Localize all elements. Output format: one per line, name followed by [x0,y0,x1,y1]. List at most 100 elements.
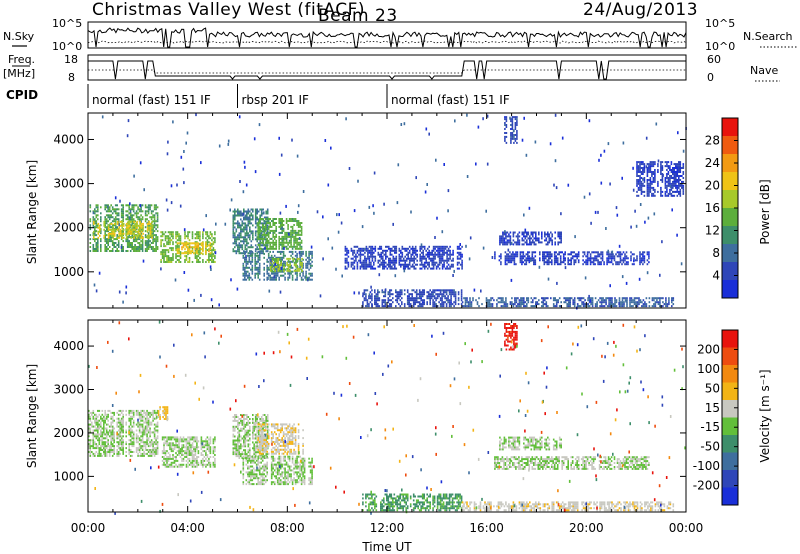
heatmap-cell [97,427,99,430]
heatmap-cell [252,232,254,235]
heatmap-cell [449,245,451,248]
heatmap-cell [140,234,143,237]
heatmap-cell [240,214,242,217]
heatmap-cell [510,241,513,245]
heatmap-cell [164,249,167,252]
heatmap-cell [554,305,556,308]
heatmap-cell [657,297,660,300]
heatmap-cell [509,231,512,234]
heatmap-cell [582,297,585,300]
heatmap-cell [194,248,197,251]
heatmap-cell [682,163,685,166]
heatmap-cell [640,190,643,193]
heatmap-cell [178,242,180,245]
heatmap-cell [678,186,680,189]
heatmap-cell [545,257,547,260]
heatmap-cell [386,255,389,258]
heatmap-cell [452,253,454,256]
heatmap-cell [460,291,463,294]
heatmap-cell [149,222,152,225]
heatmap-cell [142,226,144,229]
heatmap-cell [281,241,283,244]
heatmap-cell [242,212,245,216]
heatmap-cell [266,266,268,269]
heatmap-cell [649,163,652,166]
heatmap-cell [187,237,189,240]
heatmap-cell [209,245,212,248]
heatmap-cell [89,417,92,420]
heatmap-cell [611,301,613,304]
heatmap-cell [382,257,384,260]
heatmap-cell [111,240,114,243]
heatmap-cell [636,167,638,169]
heatmap-cell [419,255,421,258]
heatmap-cell [144,234,147,237]
heatmap-cell [240,234,242,237]
heatmap-cell [500,255,502,258]
heatmap-cell [273,243,276,246]
heatmap-cell [92,211,95,215]
heatmap-cell [170,259,173,261]
heatmap-cell [361,225,364,229]
heatmap-cell [269,231,271,234]
heatmap-cell [377,299,379,302]
heatmap-cell [295,261,297,264]
heatmap-cell [101,433,104,436]
heatmap-cell [500,263,502,266]
heatmap-cell [416,259,418,262]
heatmap-cell [99,224,101,227]
heatmap-cell [573,301,576,304]
heatmap-cell [299,256,301,259]
heatmap-cell [140,230,143,233]
heatmap-cell [211,251,213,254]
heatmap-cell [141,210,144,213]
heatmap-cell [100,449,102,451]
heatmap-cell [269,250,271,253]
heatmap-cell [371,297,373,300]
heatmap-cell [679,192,682,195]
heatmap-cell [394,245,396,248]
heatmap-cell [533,259,535,262]
heatmap-cell [527,231,530,234]
heatmap-cell [92,445,95,448]
heatmap-cell [435,245,438,248]
heatmap-cell [350,257,353,260]
heatmap-cell [112,234,114,237]
heatmap-cell [399,305,402,308]
heatmap-cell [252,208,254,211]
heatmap-cell [353,261,356,264]
heatmap-cell [679,188,682,191]
heatmap-cell [362,301,364,304]
heatmap-cell [224,222,227,226]
heatmap-cell [368,293,371,297]
heatmap-cell [294,229,297,232]
heatmap-cell [521,261,523,264]
heatmap-cell [141,204,144,207]
heatmap-cell [94,212,96,215]
heatmap-cell [681,180,683,183]
heatmap-cell [535,233,537,236]
heatmap-cell [460,295,463,298]
heatmap-cell [89,419,92,422]
heatmap-cell [302,272,304,275]
heatmap-cell [388,257,390,260]
heatmap-cell [539,257,541,260]
heatmap-cell [542,301,545,304]
heatmap-cell [383,261,386,264]
heatmap-cell [609,284,611,288]
heatmap-cell [506,257,508,260]
heatmap-cell [100,425,102,428]
heatmap-cell [367,255,369,258]
heatmap-cell [500,299,503,302]
heatmap-cell [544,299,546,302]
heatmap-cell [107,236,110,239]
heatmap-cell [184,261,186,263]
heatmap-cell [428,253,430,256]
heatmap-cell [291,220,294,222]
heatmap-cell [368,265,371,268]
heatmap-cell [100,220,102,223]
heatmap-cell [524,235,527,238]
heatmap-cell [94,222,96,225]
heatmap-cell [416,253,418,256]
heatmap-cell [356,263,359,266]
